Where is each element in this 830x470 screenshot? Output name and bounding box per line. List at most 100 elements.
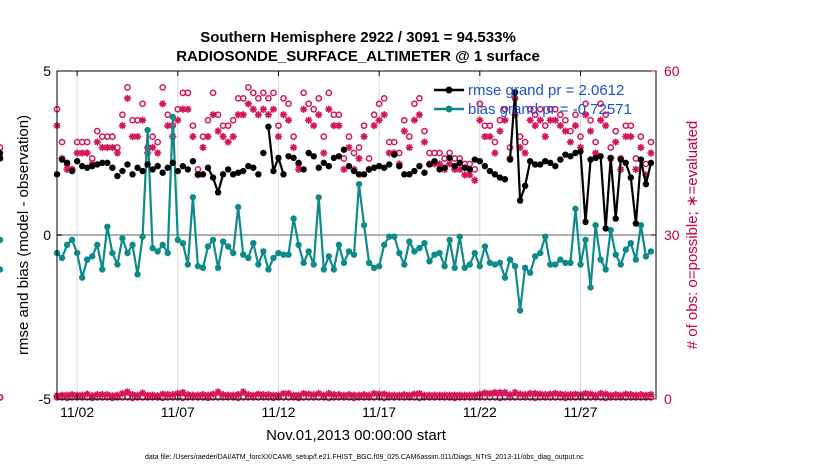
bias-point: [642, 253, 650, 260]
bias-point: [350, 251, 358, 258]
bias-point: [144, 126, 151, 134]
obs-evaluated-marker: [63, 165, 71, 173]
obs-evaluated-marker-bottom: [607, 391, 615, 399]
obs-evaluated-marker: [561, 127, 569, 135]
bias-point: [169, 113, 176, 121]
obs-possible-marker: [370, 111, 378, 119]
rmse-point: [471, 156, 478, 163]
obs-evaluated-marker-bottom: [355, 391, 363, 399]
obs-evaluated-marker-bottom: [546, 390, 554, 398]
bias-point: [164, 249, 171, 257]
rmse-point: [224, 166, 232, 173]
obs-evaluated-marker-bottom: [385, 391, 393, 399]
obs-evaluated-marker: [279, 111, 288, 119]
obs-evaluated-marker-bottom: [214, 388, 222, 396]
rmse-point: [607, 154, 614, 162]
obs-evaluated-marker: [209, 111, 217, 119]
bias-point: [386, 233, 393, 240]
rmse-point: [531, 161, 539, 168]
bias-point: [290, 215, 297, 222]
obs-possible-marker: [582, 100, 589, 108]
rmse-point: [491, 171, 499, 178]
obs-evaluated-marker: [602, 122, 610, 130]
x-axis-label: Nov.01,2013 00:00:00 start: [266, 427, 447, 444]
obs-evaluated-marker: [420, 138, 429, 146]
bias-point: [557, 256, 564, 263]
bias-point: [265, 266, 272, 273]
rmse-point: [119, 167, 126, 175]
rmse-point: [99, 159, 106, 167]
obs-evaluated-marker: [73, 149, 81, 157]
rmse-point: [305, 149, 312, 157]
obs-evaluated-marker-bottom: [189, 391, 197, 399]
obs-possible-marker: [149, 133, 156, 140]
rmse-point: [582, 218, 589, 226]
rmse-point: [169, 159, 176, 167]
rmse-point: [426, 161, 433, 168]
rmse-point: [154, 162, 161, 170]
obs-evaluated-marker-bottom: [199, 391, 207, 399]
y-left-tick-label: 0: [43, 227, 51, 243]
rmse-point: [401, 171, 408, 178]
obs-evaluated-marker-bottom: [471, 391, 479, 399]
y-right-tick-label: 30: [664, 227, 680, 243]
obs-evaluated-marker-bottom: [194, 391, 202, 399]
obs-evaluated-marker: [526, 116, 534, 124]
bias-point: [526, 269, 534, 276]
rmse-point: [245, 162, 252, 170]
obs-evaluated-marker: [501, 116, 509, 124]
rmse-point: [164, 164, 171, 171]
obs-evaluated-marker: [355, 154, 363, 163]
obs-evaluated-marker-bottom: [536, 390, 544, 398]
y-axis-label-left: rmse and bias (model - observation): [15, 115, 32, 355]
bias-point: [189, 194, 197, 201]
rmse-point: [275, 154, 282, 162]
bias-point: [345, 248, 353, 255]
obs-evaluated-marker: [224, 138, 232, 146]
obs-possible-marker: [325, 89, 333, 97]
obs-evaluated-marker-bottom: [209, 390, 217, 398]
obs-evaluated-marker: [627, 133, 635, 141]
obs-possible-marker: [607, 144, 615, 151]
obs-evaluated-marker-bottom: [647, 391, 655, 399]
rmse-point: [84, 164, 91, 171]
bias-point: [476, 262, 484, 270]
obs-evaluated-marker: [189, 133, 197, 141]
obs-evaluated-marker-bottom: [632, 391, 640, 399]
obs-evaluated-marker-bottom: [637, 391, 645, 399]
obs-evaluated-marker: [249, 105, 257, 113]
bias-point: [0, 266, 4, 273]
legend-rmse-marker: [445, 86, 453, 94]
obs-evaluated-marker-bottom: [420, 391, 429, 399]
rmse-point: [537, 161, 544, 168]
bias-point: [597, 256, 604, 263]
obs-evaluated-marker-bottom: [179, 388, 187, 397]
obs-evaluated-marker: [98, 143, 106, 152]
obs-evaluated-marker: [612, 138, 620, 146]
obs-evaluated-marker: [335, 122, 343, 130]
legend-bias-label: bias grand pr = -0.72571: [468, 101, 632, 118]
obs-possible-marker: [254, 94, 262, 102]
obs-evaluated-marker-bottom: [138, 389, 147, 397]
bias-point: [63, 241, 71, 249]
bias-point: [501, 274, 509, 281]
obs-evaluated-marker-bottom: [360, 391, 368, 399]
obs-evaluated-marker: [133, 133, 142, 141]
y-right-tick-label: 0: [664, 391, 672, 407]
rmse-point: [109, 164, 116, 171]
obs-possible-marker: [189, 122, 197, 130]
obs-possible-marker: [400, 116, 408, 124]
rmse-point: [124, 161, 131, 168]
obs-evaluated-marker-bottom: [63, 391, 71, 399]
bias-point: [572, 205, 579, 212]
obs-evaluated-marker-bottom: [320, 391, 328, 399]
obs-possible-marker: [109, 133, 116, 140]
obs-possible-marker: [350, 149, 358, 157]
bias-series: [0, 113, 655, 314]
rmse-point: [496, 174, 504, 181]
obs-evaluated-marker: [476, 116, 484, 124]
obs-evaluated-marker-bottom: [98, 391, 106, 399]
obs-possible-marker: [390, 138, 398, 146]
obs-evaluated-marker-bottom: [642, 391, 650, 399]
obs-evaluated-marker: [123, 94, 132, 102]
